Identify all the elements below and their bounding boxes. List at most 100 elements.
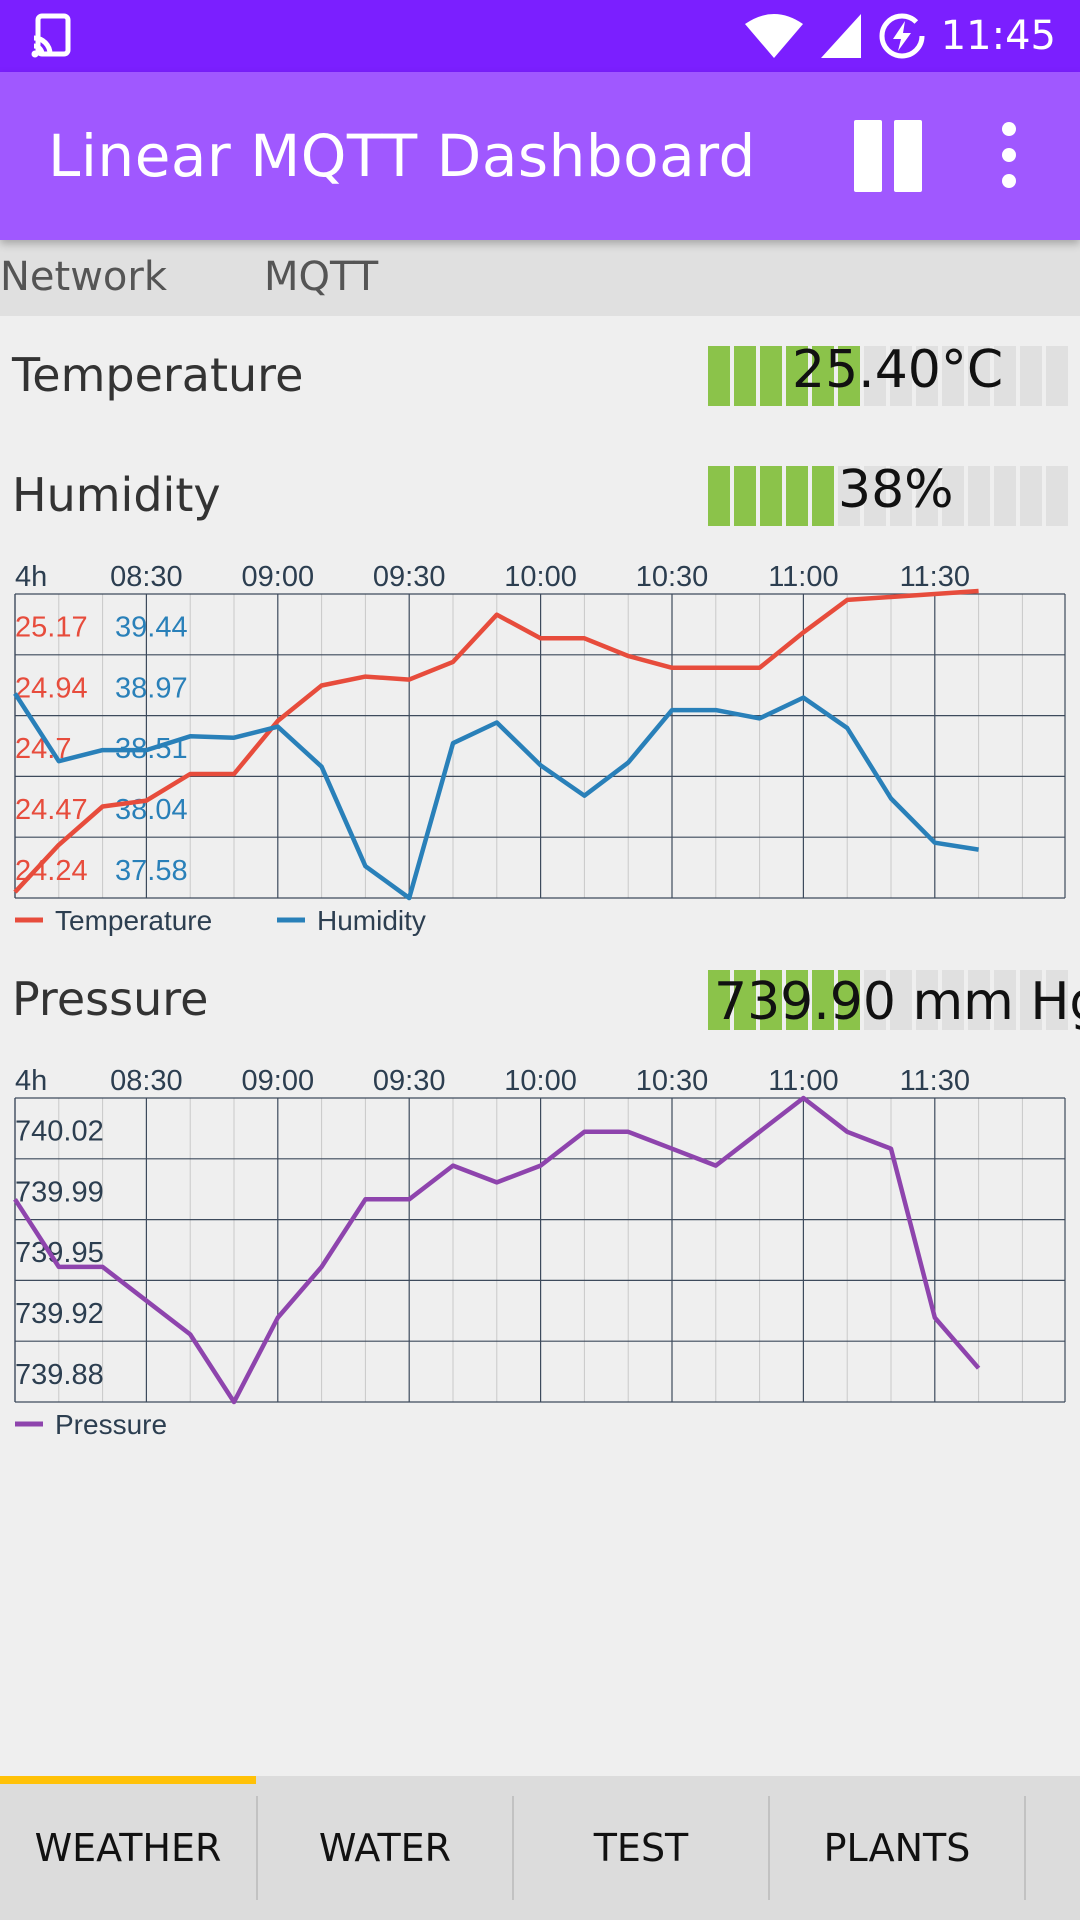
y-tick-label: 739.88 bbox=[15, 1359, 104, 1391]
gauge-segment bbox=[890, 466, 912, 526]
gauge-segment bbox=[864, 346, 886, 406]
gauge-segment bbox=[994, 970, 1016, 1030]
gauge-segment bbox=[864, 466, 886, 526]
tab-divider bbox=[512, 1796, 514, 1900]
gauge-segment bbox=[916, 466, 938, 526]
app-bar: Linear MQTT Dashboard bbox=[0, 72, 1080, 240]
clock: 11:45 bbox=[940, 13, 1056, 59]
x-tick-label: 11:00 bbox=[768, 1065, 838, 1097]
gauge-segment bbox=[734, 346, 756, 406]
x-tick-label: 11:30 bbox=[900, 1065, 970, 1097]
tab-divider bbox=[256, 1796, 258, 1900]
pressure-chart-svg: 4h 08:30 09:00 09:30 10:00 10:30 11:00 11:30 740… bbox=[13, 1065, 1066, 1440]
temp-humidity-chart-svg: 4h 08:30 09:00 09:30 10:00 10:30 11:00 11:30 25.… bbox=[13, 561, 1066, 936]
gauge-segment bbox=[864, 970, 886, 1030]
status-bar: 11:45 bbox=[0, 0, 1080, 72]
network-status-indicator bbox=[186, 262, 220, 296]
y-tick-label: 739.92 bbox=[15, 1298, 104, 1330]
gauge-segment bbox=[968, 970, 990, 1030]
y-tick-label: 24.47 bbox=[15, 794, 88, 826]
selected-tab-indicator bbox=[0, 1776, 256, 1784]
gauge-segment bbox=[760, 970, 782, 1030]
gauge-segment bbox=[786, 346, 808, 406]
temperature-label: Temperature bbox=[12, 348, 304, 402]
cast-icon bbox=[31, 13, 71, 58]
gauge-segment bbox=[1020, 346, 1042, 406]
gauge-segment bbox=[1020, 970, 1042, 1030]
gauge-segment bbox=[838, 346, 860, 406]
series-line-pressure bbox=[13, 1095, 981, 1405]
x-tick-label: 08:30 bbox=[110, 1065, 183, 1097]
gauge-segment bbox=[968, 346, 990, 406]
pause-icon bbox=[854, 120, 882, 192]
temperature-gauge bbox=[708, 346, 1068, 406]
gauge-segment bbox=[812, 970, 834, 1030]
gauge-segment bbox=[708, 346, 730, 406]
gauge-segment bbox=[1046, 466, 1068, 526]
gauge-segment bbox=[968, 466, 990, 526]
gauge-segment bbox=[812, 346, 834, 406]
more-vert-icon bbox=[1002, 148, 1016, 162]
tab-plants[interactable]: PLANTS bbox=[823, 1826, 971, 1870]
network-label: Network bbox=[0, 254, 168, 300]
gauge-segment bbox=[838, 466, 860, 526]
tab-water[interactable]: WATER bbox=[318, 1826, 452, 1870]
x-tick-label: 11:30 bbox=[900, 561, 970, 593]
pressure-value: 739.90 mm Hg bbox=[714, 972, 1080, 1032]
gauge-segment bbox=[786, 466, 808, 526]
gauge-segment bbox=[890, 346, 912, 406]
app-title: Linear MQTT Dashboard bbox=[48, 122, 756, 190]
series-line-temperature bbox=[13, 588, 979, 894]
more-vert-icon bbox=[1002, 122, 1016, 136]
wifi-icon bbox=[744, 14, 803, 58]
gauge-segment bbox=[890, 970, 912, 1030]
temperature-value: 25.40°C bbox=[792, 340, 1004, 400]
legend-label: Pressure bbox=[55, 1409, 167, 1440]
gauge-segment bbox=[994, 346, 1016, 406]
pressure-chart: 4h 08:30 09:00 09:30 10:00 10:30 11:00 11:30 740… bbox=[0, 1060, 1080, 1450]
period-label: 4h bbox=[15, 561, 47, 593]
x-tick-label: 09:00 bbox=[242, 1065, 315, 1097]
tab-test[interactable]: TEST bbox=[593, 1826, 689, 1870]
connection-status-bar: Network MQTT bbox=[0, 240, 1080, 316]
x-tick-label: 10:30 bbox=[636, 561, 709, 593]
x-tick-label: 08:30 bbox=[110, 561, 183, 593]
legend-label: Temperature bbox=[55, 905, 212, 936]
tab-weather[interactable]: WEATHER bbox=[34, 1826, 222, 1870]
gauge-segment bbox=[708, 466, 730, 526]
period-label: 4h bbox=[15, 1065, 47, 1097]
tab-bar: WEATHER WATER TEST PLANTS bbox=[0, 1776, 1080, 1920]
gauge-segment bbox=[916, 970, 938, 1030]
x-tick-label: 11:00 bbox=[768, 561, 838, 593]
gauge-segment bbox=[942, 466, 964, 526]
more-options-button[interactable] bbox=[996, 122, 1032, 192]
legend-label: Humidity bbox=[317, 905, 426, 936]
x-tick-label: 10:00 bbox=[504, 561, 577, 593]
cell-signal-icon bbox=[820, 14, 861, 58]
y-tick-label: 25.17 bbox=[15, 612, 88, 644]
gauge-segment bbox=[1020, 466, 1042, 526]
x-tick-label: 09:00 bbox=[242, 561, 315, 593]
gauge-segment bbox=[1046, 346, 1068, 406]
x-tick-label: 10:00 bbox=[504, 1065, 577, 1097]
gauge-segment bbox=[838, 970, 860, 1030]
gauge-segment bbox=[942, 970, 964, 1030]
y-tick-label: 38.97 bbox=[115, 672, 188, 704]
humidity-gauge bbox=[708, 466, 1068, 526]
gauge-segment bbox=[916, 346, 938, 406]
gauge-segment bbox=[786, 970, 808, 1030]
gauge-segment bbox=[734, 970, 756, 1030]
gauge-segment bbox=[1046, 970, 1068, 1030]
pressure-gauge bbox=[708, 970, 1068, 1030]
tab-divider bbox=[768, 1796, 770, 1900]
y-tick-label: 37.58 bbox=[115, 855, 188, 887]
x-tick-label: 09:30 bbox=[373, 561, 446, 593]
y-tick-label: 739.99 bbox=[15, 1176, 104, 1208]
x-tick-label: 10:30 bbox=[636, 1065, 709, 1097]
y-tick-label: 24.94 bbox=[15, 672, 88, 704]
humidity-label: Humidity bbox=[12, 468, 221, 522]
pause-icon bbox=[894, 120, 922, 192]
x-tick-label: 09:30 bbox=[373, 1065, 446, 1097]
pause-button[interactable] bbox=[852, 120, 922, 192]
mqtt-status-indicator bbox=[410, 262, 444, 296]
